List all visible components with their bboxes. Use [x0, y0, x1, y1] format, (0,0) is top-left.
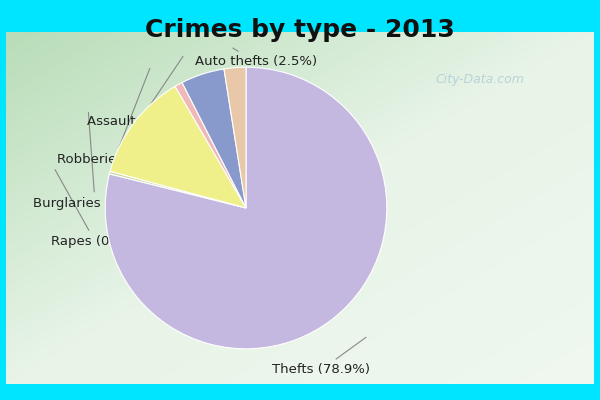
- Wedge shape: [175, 82, 246, 208]
- Text: Rapes (0.3%): Rapes (0.3%): [51, 170, 140, 248]
- Wedge shape: [182, 69, 246, 208]
- Wedge shape: [224, 67, 246, 208]
- Text: Auto thefts (2.5%): Auto thefts (2.5%): [195, 48, 317, 68]
- Wedge shape: [105, 67, 387, 349]
- Text: Thefts (78.9%): Thefts (78.9%): [272, 337, 370, 376]
- Text: Burglaries (12.4%): Burglaries (12.4%): [33, 112, 157, 210]
- Text: Crimes by type - 2013: Crimes by type - 2013: [145, 18, 455, 42]
- Wedge shape: [110, 86, 246, 208]
- Text: Robberies (0.9%): Robberies (0.9%): [57, 68, 171, 166]
- Wedge shape: [109, 171, 246, 208]
- Text: City-Data.com: City-Data.com: [436, 74, 524, 86]
- Text: Assaults (5.0%): Assaults (5.0%): [87, 56, 191, 128]
